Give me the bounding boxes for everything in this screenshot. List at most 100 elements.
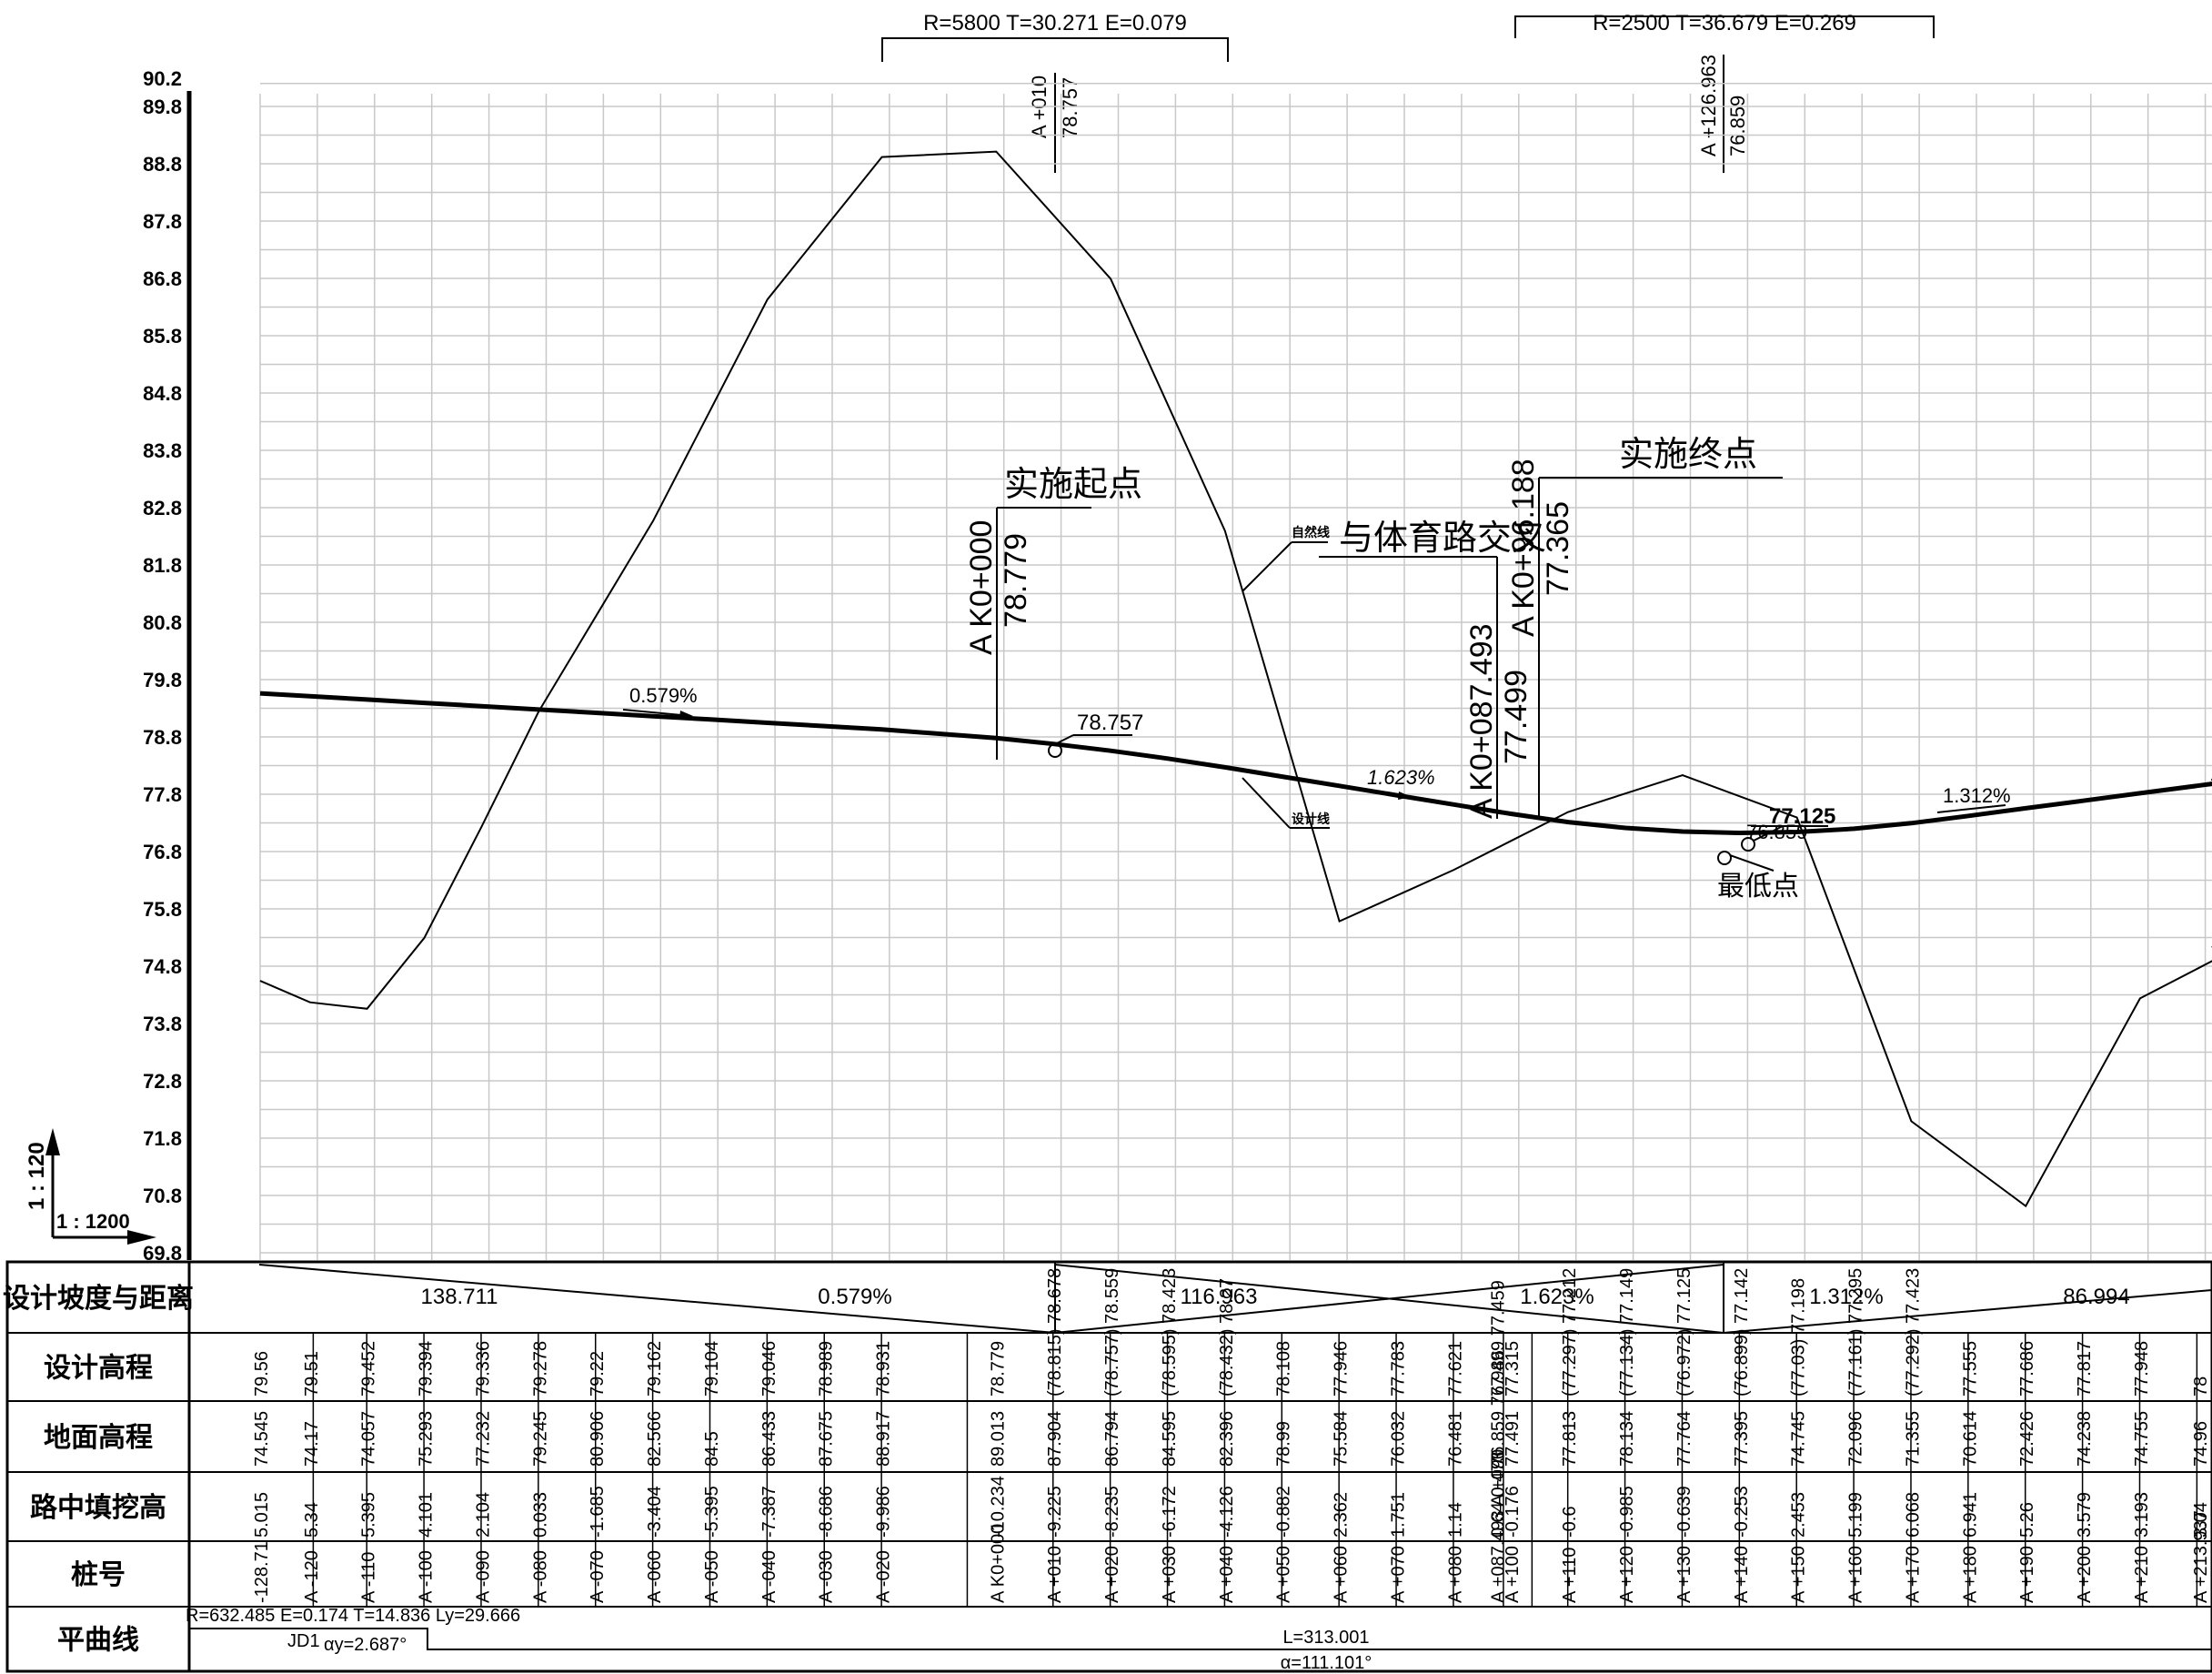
table-cell: 5.015 — [252, 1492, 272, 1538]
table-cell: 76.481 — [1445, 1411, 1465, 1467]
table-cell: A -060 — [645, 1550, 665, 1603]
design-line-label-group: 设计线 — [1242, 777, 1330, 829]
horizontal-scale-label: 1 : 1200 — [56, 1210, 130, 1233]
table-cell: 6.941 — [1960, 1492, 1980, 1538]
table-cell: 79.046 — [759, 1341, 779, 1397]
table-cell: 84.595 — [1160, 1411, 1180, 1467]
table-cell: 76.859 76.986 — [1489, 1350, 1509, 1467]
vertical-curve-2-elev: 76.859 — [1726, 96, 1749, 156]
grade-1-label: 0.579% — [629, 684, 698, 707]
y-tick-label: 84.8 — [143, 382, 182, 405]
design-grade-line — [259, 691, 2212, 836]
table-cell: 79.394 — [417, 1341, 437, 1397]
table-cell: A +200 — [2075, 1546, 2095, 1603]
table-cell: 71.355 — [1903, 1411, 1923, 1467]
table-cell: (78.432) 78.27 — [1217, 1278, 1237, 1397]
table-cell: A +030 — [1160, 1546, 1180, 1603]
table-cell: A +010 — [1045, 1546, 1065, 1603]
table-cell: 82.566 — [645, 1411, 665, 1467]
table-cell: 74.17 — [302, 1421, 322, 1467]
end-point-annotation: 实施终点 A K0+96.188 77.365 — [1506, 434, 1783, 819]
table-cell: 77.232 — [473, 1411, 493, 1467]
table-cell: -9.225 — [1045, 1486, 1065, 1538]
table-cell: 86.794 — [1102, 1411, 1122, 1467]
horizontal-curve-alpha: α=111.101° — [1281, 1653, 1372, 1673]
natural-line-label: 自然线 — [1292, 525, 1330, 540]
table-cell: A +070 — [1389, 1546, 1409, 1603]
y-tick-label: 78.8 — [143, 726, 182, 749]
table-cell: A +210 — [2132, 1546, 2152, 1603]
table-cell: 77.491 — [1503, 1411, 1523, 1467]
table-cell: 84.5 — [702, 1431, 722, 1467]
row-header: 桩号 — [71, 1559, 126, 1591]
start-elev: 78.779 — [999, 533, 1033, 628]
table-cell: -0.6 — [1560, 1507, 1580, 1538]
grade-row-length-1: 138.711 — [421, 1285, 498, 1309]
table-cell: (77.03) 77.198 — [1789, 1278, 1809, 1397]
y-tick-label: 83.8 — [143, 439, 182, 462]
table-cell: 79.22 — [588, 1351, 608, 1397]
table-cell: 79.104 — [702, 1341, 722, 1397]
vertical-curve-1-elev: 78.757 — [1059, 77, 1081, 138]
table-cell: A +170 — [1903, 1546, 1923, 1603]
y-tick-label: 71.8 — [143, 1127, 182, 1150]
table-cell: 79.162 — [645, 1341, 665, 1397]
table-cell: 74.755 — [2132, 1411, 2152, 1467]
grade-marks: 0.579% 1.623% 1.312% — [622, 684, 2011, 813]
grade-row-length-2: 116.963 — [1181, 1285, 1258, 1309]
table-cell: 74.057 — [359, 1411, 379, 1467]
crossing-annotation: 与体育路交叉 A K0+087.493 77.499 — [1319, 518, 1546, 819]
table-cell: A +130 — [1674, 1546, 1694, 1603]
table-cell: 77.817 — [2075, 1341, 2095, 1397]
crossing-station: A K0+087.493 — [1464, 623, 1499, 819]
table-cell: 5.26 — [2017, 1502, 2037, 1538]
table-cell: 77.395 — [1732, 1411, 1752, 1467]
table-cell: 87.904 — [1045, 1411, 1065, 1467]
y-tick-label: 80.8 — [143, 611, 182, 634]
table-cell: (78.757) 78.559 — [1102, 1268, 1122, 1397]
table-cell: -10.234 — [988, 1476, 1008, 1538]
low-point-elev-b: 76.859 — [1746, 821, 1807, 843]
table-cell: A -120 — [302, 1550, 322, 1603]
table-cell: A -050 — [702, 1550, 722, 1603]
table-cell: 88.917 — [874, 1411, 894, 1467]
table-cell: 78.108 — [1274, 1341, 1294, 1397]
table-cell: A +100 — [1503, 1546, 1523, 1603]
table-cell: A -020 — [874, 1550, 894, 1603]
table-cell: -1.685 — [588, 1486, 608, 1538]
vertical-curve-1: R=5800 T=30.271 E=0.079 A +010 78.757 — [881, 11, 1229, 173]
start-station: A K0+000 — [964, 520, 999, 655]
y-tick-label: 87.8 — [143, 210, 182, 233]
y-tick-label: 73.8 — [143, 1013, 182, 1035]
table-cell: A +110 — [1560, 1548, 1580, 1603]
pvi-1-elev: 78.757 — [1077, 711, 1143, 735]
table-cell: 77.948 — [2132, 1341, 2152, 1397]
table-cell: (77.297) 77.212 — [1560, 1268, 1580, 1397]
crossing-label: 与体育路交叉 — [1339, 518, 1546, 558]
table-cell: 74.545 — [252, 1411, 272, 1467]
y-tick-label: 74.8 — [143, 955, 182, 978]
plot-grid — [259, 83, 2212, 1260]
table-cell: A +160 — [1846, 1546, 1866, 1603]
end-elev: 77.365 — [1541, 501, 1575, 596]
horizontal-curve-length: L=313.001 — [1282, 1628, 1369, 1648]
table-cell: 2.104 — [473, 1492, 493, 1538]
natural-ground-line — [259, 150, 2212, 1208]
row-header: 平曲线 — [57, 1625, 139, 1657]
low-point-label: 最低点 — [1717, 871, 1799, 903]
table-cell: 77.813 — [1560, 1411, 1580, 1467]
table-cell: (77.161) 77.295 — [1846, 1268, 1866, 1397]
table-cell: A +050 — [1274, 1546, 1294, 1603]
vertical-curve-2: R=2500 T=36.679 E=0.269 A +126.963 76.85… — [1514, 11, 1935, 173]
table-cell: 2.453 — [1789, 1492, 1809, 1538]
table-cell: -9.986 — [874, 1486, 894, 1538]
table-cell: (77.292) 77.423 — [1903, 1268, 1923, 1397]
table-cell: A K0+000 — [988, 1524, 1008, 1603]
horizontal-curve-params: R=632.485 E=0.174 T=14.836 Ly=29.666 — [186, 1606, 520, 1626]
horizontal-curve-row: R=632.485 E=0.174 T=14.836 Ly=29.666 JD1… — [186, 1606, 2212, 1673]
pvi-1-annotation: 78.757 — [1048, 711, 1143, 758]
table-cell: 78 — [2191, 1377, 2211, 1397]
low-point-annotation: 77.125 76.859 最低点 — [1717, 804, 1835, 903]
table-cell: A -080 — [530, 1550, 550, 1603]
